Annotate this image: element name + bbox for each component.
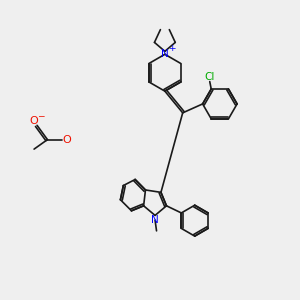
Text: N: N bbox=[161, 49, 169, 59]
Text: O: O bbox=[29, 116, 38, 126]
Text: N: N bbox=[151, 215, 159, 225]
Text: +: + bbox=[168, 44, 175, 53]
Text: −: − bbox=[37, 111, 44, 120]
Text: O: O bbox=[63, 135, 71, 145]
Text: Cl: Cl bbox=[205, 71, 215, 82]
